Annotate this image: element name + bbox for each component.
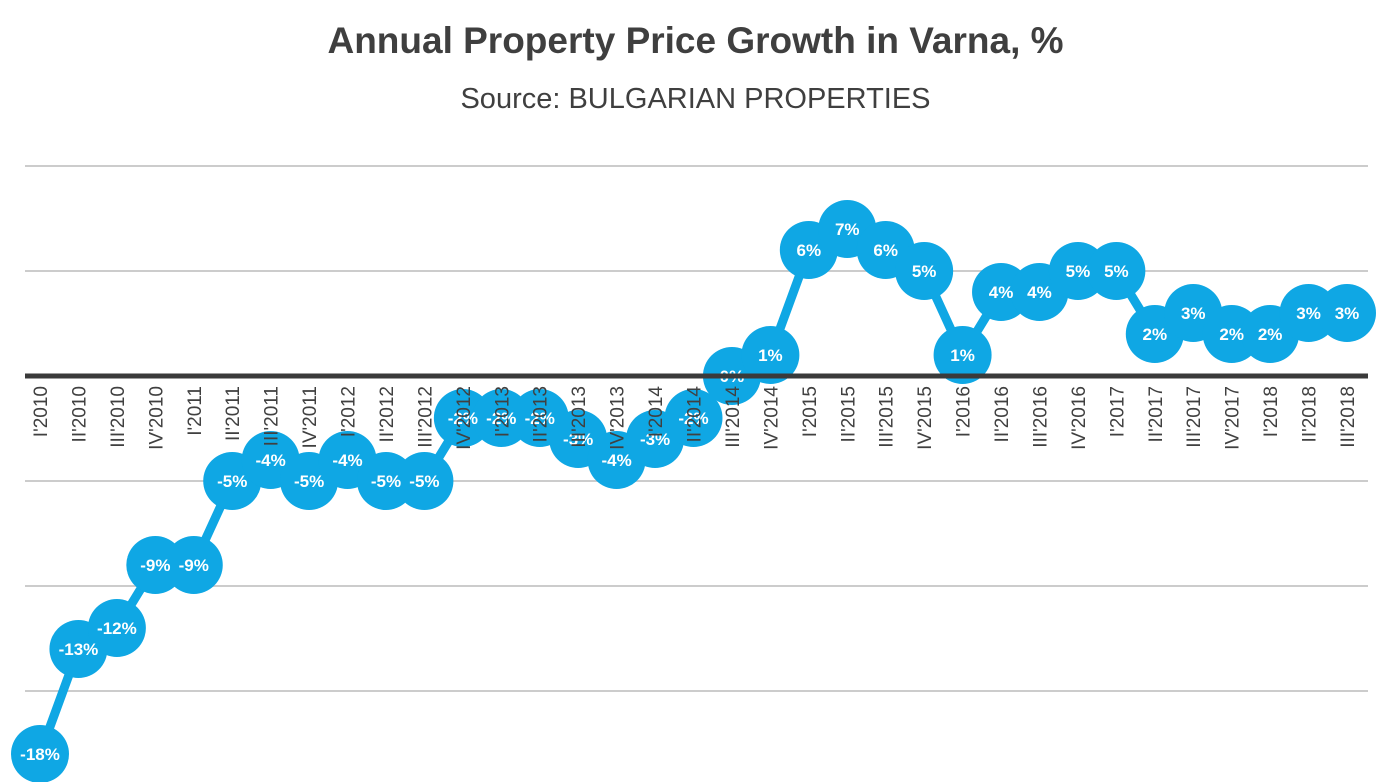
- data-point-label-III'2016: 4%: [1027, 283, 1052, 302]
- x-axis-label-I'2014: I'2014: [646, 386, 667, 438]
- x-axis-label-IV'2016: IV'2016: [1069, 386, 1090, 450]
- data-point-label-I'2014: -3%: [640, 430, 670, 449]
- data-point-label-III'2012: -5%: [409, 472, 439, 491]
- data-point-label-II'2014: -2%: [678, 409, 708, 428]
- x-axis-label-III'2011: III'2011: [262, 386, 283, 446]
- x-axis-label-III'2014: III'2014: [723, 386, 744, 448]
- data-point-marker-IV'2015: [895, 242, 954, 300]
- data-point-label-I'2012: -4%: [332, 451, 362, 470]
- data-point-label-II'2013: -2%: [525, 409, 555, 428]
- data-point-label-II'2015: 7%: [835, 220, 860, 239]
- x-axis-label-IV'2014: IV'2014: [761, 386, 782, 450]
- x-axis-label-I'2011: I'2011: [185, 386, 206, 436]
- x-axis-label-III'2012: III'2012: [415, 386, 436, 448]
- data-point-label-IV'2011: -5%: [294, 472, 324, 491]
- data-point-label-I'2010: -18%: [20, 745, 60, 764]
- data-point-marker-I'2010: [11, 725, 69, 782]
- data-series-layer: [11, 200, 1376, 782]
- x-axis-label-II'2017: II'2017: [1146, 386, 1167, 442]
- x-axis-label-IV'2017: IV'2017: [1223, 386, 1244, 450]
- x-axis-labels-layer: I'2010 II'2010 III'2010 IV'2010 I'2011 II'201…: [31, 386, 1359, 450]
- data-point-label-IV'2016: 5%: [1066, 262, 1091, 281]
- data-point-label-I'2016: 1%: [950, 346, 975, 365]
- x-axis-label-I'2016: I'2016: [954, 386, 975, 437]
- data-point-marker-I'2011: [164, 536, 223, 594]
- x-axis-label-III'2013: III'2013: [569, 386, 590, 448]
- data-point-label-II'2012: -5%: [371, 472, 401, 491]
- x-axis-label-II'2014: II'2014: [685, 386, 706, 443]
- data-point-label-II'2018: 3%: [1296, 304, 1321, 323]
- data-point-label-IV'2012: -2%: [448, 409, 478, 428]
- data-point-label-I'2015: 6%: [797, 241, 822, 260]
- data-point-label-II'2011: -5%: [217, 472, 247, 491]
- data-point-label-III'2011: -4%: [256, 451, 286, 470]
- x-axis-label-II'2013: II'2013: [531, 386, 552, 442]
- data-point-marker-IV'2014: [741, 326, 800, 384]
- data-point-marker-I'2016: [933, 326, 992, 384]
- x-axis-label-IV'2010: IV'2010: [146, 386, 167, 450]
- data-point-marker-I'2017: [1087, 242, 1146, 300]
- x-axis-label-I'2012: I'2012: [339, 386, 360, 437]
- data-point-label-III'2015: 6%: [873, 241, 898, 260]
- data-point-label-II'2017: 2%: [1143, 325, 1168, 344]
- data-point-label-III'2017: 3%: [1181, 304, 1206, 323]
- x-axis-label-IV'2013: IV'2013: [608, 386, 629, 450]
- x-axis-label-I'2018: I'2018: [1261, 386, 1282, 437]
- x-axis-label-IV'2012: IV'2012: [454, 386, 475, 450]
- data-point-label-I'2018: 2%: [1258, 325, 1283, 344]
- data-point-label-III'2018: 3%: [1335, 304, 1360, 323]
- x-axis-label-II'2016: II'2016: [992, 386, 1013, 442]
- x-axis-label-IV'2011: IV'2011: [300, 386, 321, 448]
- x-axis-label-II'2012: II'2012: [377, 386, 398, 442]
- data-point-label-IV'2017: 2%: [1219, 325, 1244, 344]
- data-point-label-I'2017: 5%: [1104, 262, 1129, 281]
- data-point-marker-III'2010: [87, 599, 146, 657]
- data-point-label-I'2011: -9%: [179, 556, 209, 575]
- chart-subtitle: Source: BULGARIAN PROPERTIES: [460, 83, 931, 115]
- x-axis-label-II'2018: II'2018: [1300, 386, 1321, 442]
- x-axis-label-III'2018: III'2018: [1338, 386, 1359, 448]
- data-point-marker-III'2018: [1318, 284, 1376, 342]
- data-point-label-III'2010: -12%: [97, 619, 137, 638]
- data-point-label-I'2013: -2%: [486, 409, 516, 428]
- data-point-label-II'2010: -13%: [59, 640, 99, 659]
- x-axis-label-II'2011: II'2011: [223, 386, 244, 441]
- x-axis-label-II'2015: II'2015: [838, 386, 859, 442]
- chart-title: Annual Property Price Growth in Varna, %: [327, 20, 1064, 61]
- x-axis-label-I'2015: I'2015: [800, 386, 821, 437]
- x-axis-label-II'2010: II'2010: [69, 386, 90, 442]
- data-point-label-II'2016: 4%: [989, 283, 1014, 302]
- data-point-label-IV'2014: 1%: [758, 346, 783, 365]
- x-axis-label-I'2017: I'2017: [1107, 386, 1128, 437]
- data-point-label-III'2013: -3%: [563, 430, 593, 449]
- data-point-marker-II'2014: [664, 389, 723, 447]
- data-point-marker-III'2012: [395, 452, 454, 510]
- data-point-label-IV'2013: -4%: [602, 451, 632, 470]
- x-axis-label-III'2016: III'2016: [1030, 386, 1051, 448]
- x-axis-label-III'2017: III'2017: [1184, 386, 1205, 448]
- data-labels-layer: -18%-13%-12%-9% -9%-5%-4%-5%-4%-5% -5%-2% -…: [20, 220, 1359, 764]
- x-axis-label-I'2010: I'2010: [31, 386, 52, 437]
- x-axis-label-III'2010: III'2010: [108, 386, 129, 448]
- data-point-label-IV'2010: -9%: [140, 556, 170, 575]
- x-axis-label-III'2015: III'2015: [877, 386, 898, 448]
- x-axis-label-I'2013: I'2013: [492, 386, 513, 437]
- data-point-label-IV'2015: 5%: [912, 262, 937, 281]
- x-axis-label-IV'2015: IV'2015: [915, 386, 936, 450]
